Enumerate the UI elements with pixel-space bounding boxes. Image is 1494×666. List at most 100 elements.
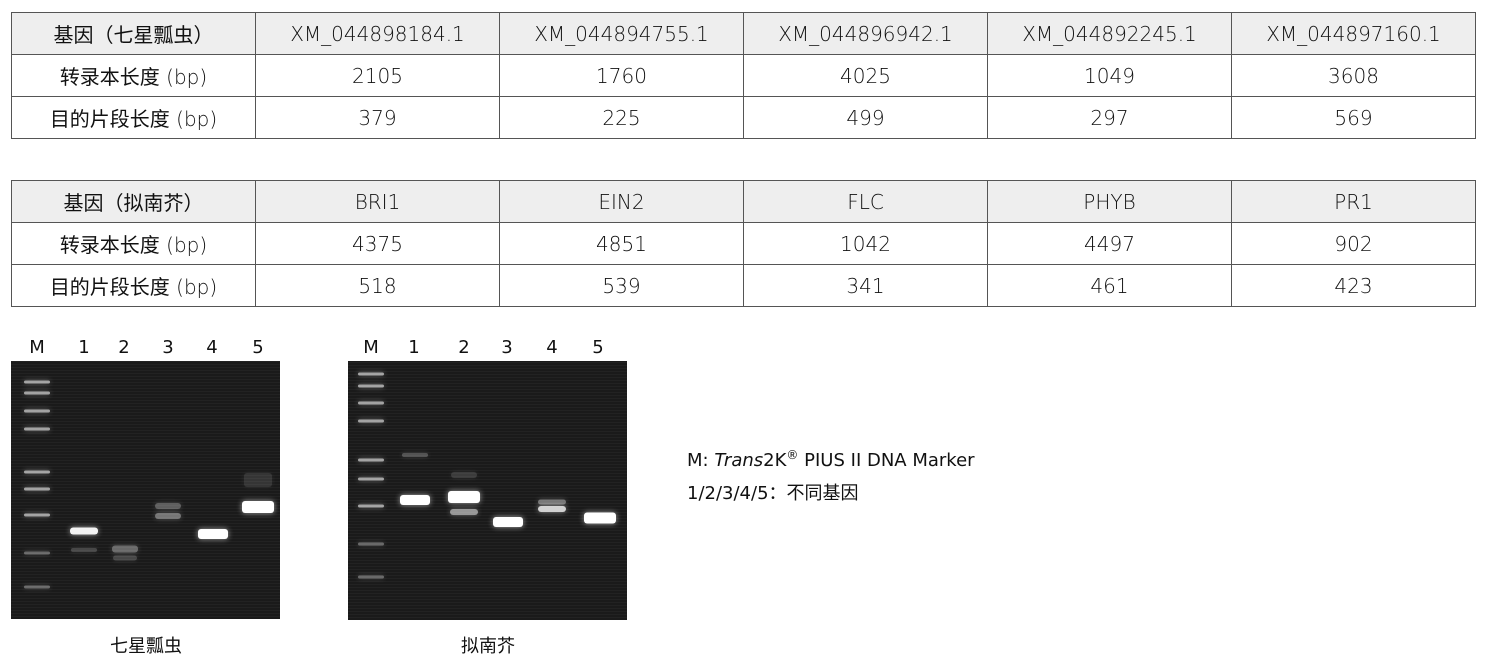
ladder-band — [358, 542, 384, 546]
table-cell: 4497 — [987, 222, 1232, 265]
header-cell: XM_044894755.1 — [499, 12, 744, 55]
table-row: 转录本长度 (bp) 4375 4851 1042 4497 902 — [11, 222, 1476, 265]
band — [450, 509, 478, 515]
table-cell: 225 — [499, 96, 744, 139]
band — [70, 527, 98, 535]
table-cell: 461 — [987, 264, 1232, 307]
lane-label: 4 — [546, 337, 558, 358]
legend-text: PIUS II DNA Marker — [798, 450, 975, 471]
gel-image-ladybird — [11, 361, 280, 619]
table-cell: 518 — [255, 264, 500, 307]
ladder-band — [24, 551, 50, 555]
ladder-band — [358, 504, 384, 508]
row-label: 目的片段长度 (bp) — [11, 264, 256, 307]
header-cell: 基因（七星瓢虫） — [11, 12, 256, 55]
band — [448, 491, 480, 503]
table-cell: 499 — [743, 96, 988, 139]
table-row: 目的片段长度 (bp) 518 539 341 461 423 — [11, 264, 1476, 307]
lane-label-marker: M — [29, 337, 45, 358]
table-cell: 4025 — [743, 54, 988, 97]
band — [71, 548, 97, 552]
header-cell: XM_044896942.1 — [743, 12, 988, 55]
ladder-band — [24, 487, 50, 491]
band — [493, 517, 523, 527]
table-header-row: 基因（拟南芥） BRI1 EIN2 FLC PHYB PR1 — [11, 180, 1476, 223]
table-cell: 539 — [499, 264, 744, 307]
ladder-band — [24, 585, 50, 589]
table-cell: 3608 — [1231, 54, 1476, 97]
table-cell: 4375 — [255, 222, 500, 265]
table-cell: 2105 — [255, 54, 500, 97]
lane-label: 1 — [408, 337, 420, 358]
band — [402, 453, 428, 457]
header-cell: EIN2 — [499, 180, 744, 223]
table-cell: 297 — [987, 96, 1232, 139]
gel-caption: 拟南芥 — [461, 636, 515, 657]
lane-label: 2 — [118, 337, 130, 358]
band — [155, 503, 181, 509]
row-label: 转录本长度 (bp) — [11, 222, 256, 265]
header-cell: XM_044898184.1 — [255, 12, 500, 55]
ladder-band — [358, 458, 384, 462]
band — [198, 529, 228, 539]
gel-image-arabidopsis — [348, 361, 627, 620]
legend-text: M: — [687, 450, 715, 471]
ladder-band — [24, 427, 50, 431]
header-cell: XM_044892245.1 — [987, 12, 1232, 55]
table-cell: 1760 — [499, 54, 744, 97]
lane-label: 1 — [78, 337, 90, 358]
row-label: 转录本长度 (bp) — [11, 54, 256, 97]
table-header-row: 基因（七星瓢虫） XM_044898184.1 XM_044894755.1 X… — [11, 12, 1476, 55]
header-cell: PHYB — [987, 180, 1232, 223]
band — [451, 472, 477, 478]
table-cell: 341 — [743, 264, 988, 307]
table-cell: 379 — [255, 96, 500, 139]
ladybird-gene-table: 基因（七星瓢虫） XM_044898184.1 XM_044894755.1 X… — [11, 12, 1476, 139]
band — [538, 506, 566, 512]
ladder-band — [24, 380, 50, 384]
band — [113, 555, 137, 561]
band — [112, 545, 138, 553]
ladder-band — [358, 477, 384, 481]
band — [584, 512, 616, 524]
lane-label-marker: M — [363, 337, 379, 358]
band — [155, 513, 181, 519]
lane-label: 3 — [501, 337, 513, 358]
table-cell: 1049 — [987, 54, 1232, 97]
table-cell: 569 — [1231, 96, 1476, 139]
ladder-band — [24, 409, 50, 413]
legend-marker-line: M: Trans2K® PIUS II DNA Marker — [687, 448, 975, 471]
band — [242, 501, 274, 513]
row-label: 目的片段长度 (bp) — [11, 96, 256, 139]
legend-lanes-line: 1/2/3/4/5：不同基因 — [687, 483, 859, 504]
header-cell: BRI1 — [255, 180, 500, 223]
lane-label: 2 — [458, 337, 470, 358]
table-cell: 423 — [1231, 264, 1476, 307]
lane-label: 4 — [206, 337, 218, 358]
lane-label: 5 — [592, 337, 604, 358]
ladder-band — [24, 391, 50, 395]
lane-label: 5 — [252, 337, 264, 358]
ladder-band — [358, 575, 384, 579]
header-cell: 基因（拟南芥） — [11, 180, 256, 223]
legend-text: Trans — [714, 450, 764, 471]
table-cell: 4851 — [499, 222, 744, 265]
ladder-band — [358, 372, 384, 376]
header-cell: XM_044897160.1 — [1231, 12, 1476, 55]
ladder-band — [24, 513, 50, 517]
ladder-band — [358, 401, 384, 405]
gel-caption: 七星瓢虫 — [110, 636, 182, 657]
band — [244, 473, 272, 487]
arabidopsis-gene-table: 基因（拟南芥） BRI1 EIN2 FLC PHYB PR1 转录本长度 (bp… — [11, 180, 1476, 307]
band — [400, 495, 430, 505]
header-cell: PR1 — [1231, 180, 1476, 223]
legend-text: ® — [786, 448, 799, 462]
ladder-band — [358, 419, 384, 423]
ladder-band — [24, 470, 50, 474]
lane-label: 3 — [162, 337, 174, 358]
header-cell: FLC — [743, 180, 988, 223]
legend-text: 2K — [763, 450, 787, 471]
table-cell: 902 — [1231, 222, 1476, 265]
band — [538, 499, 566, 505]
ladder-band — [358, 384, 384, 388]
